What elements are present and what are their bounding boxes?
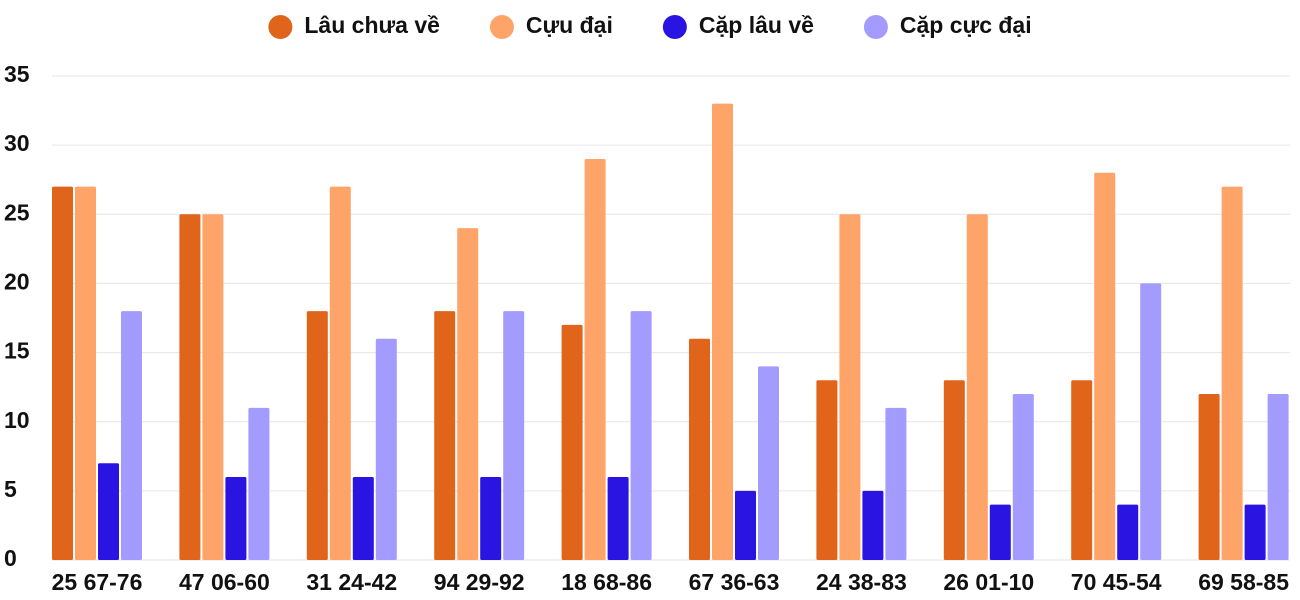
x-tick-label: 67 36-63 bbox=[689, 569, 780, 595]
bar bbox=[375, 338, 397, 560]
bar bbox=[1244, 504, 1266, 560]
legend-label: Cựu đại bbox=[526, 12, 613, 38]
bar bbox=[1094, 172, 1116, 561]
bar bbox=[584, 158, 606, 560]
legend-marker bbox=[489, 15, 514, 39]
bar bbox=[735, 490, 756, 560]
x-tick-label: 18 68-86 bbox=[561, 569, 652, 595]
legend-label: Cặp lâu về bbox=[699, 12, 814, 38]
bar bbox=[989, 504, 1011, 560]
bar bbox=[885, 407, 907, 560]
bar bbox=[1012, 394, 1034, 560]
x-tick-label: 24 38-83 bbox=[816, 569, 907, 595]
bar bbox=[434, 311, 456, 560]
bar bbox=[480, 477, 502, 560]
x-tick-label: 69 58-85 bbox=[1198, 569, 1289, 595]
y-tick-label: 30 bbox=[4, 130, 30, 156]
bar bbox=[630, 311, 652, 560]
y-tick-label: 0 bbox=[4, 545, 17, 571]
legend-marker bbox=[268, 15, 293, 39]
y-tick-label: 25 bbox=[4, 199, 30, 225]
bar bbox=[1140, 283, 1162, 560]
legend-marker bbox=[863, 15, 888, 39]
bar bbox=[607, 477, 629, 560]
bar bbox=[712, 103, 733, 561]
bar bbox=[503, 311, 525, 560]
bar bbox=[202, 214, 224, 561]
y-tick-label: 15 bbox=[4, 338, 30, 364]
bar bbox=[1198, 394, 1220, 560]
y-tick-label: 10 bbox=[4, 407, 30, 433]
bar bbox=[1221, 186, 1243, 560]
legend-marker bbox=[662, 15, 687, 39]
x-tick-label: 31 24-42 bbox=[306, 569, 397, 595]
bar bbox=[121, 311, 142, 560]
y-tick-label: 20 bbox=[4, 269, 30, 295]
bar bbox=[98, 463, 119, 560]
bar bbox=[179, 214, 201, 561]
bar bbox=[1267, 394, 1289, 560]
bar bbox=[943, 380, 965, 560]
bar bbox=[248, 407, 270, 560]
x-tick-label: 70 45-54 bbox=[1071, 569, 1162, 595]
legend-label: Cặp cực đại bbox=[900, 12, 1032, 38]
y-tick-label: 5 bbox=[4, 476, 17, 502]
x-tick-label: 26 01-10 bbox=[943, 569, 1034, 595]
bar bbox=[352, 477, 374, 560]
y-tick-label: 35 bbox=[4, 61, 30, 87]
bar bbox=[457, 228, 479, 560]
bar bbox=[966, 214, 988, 561]
bar bbox=[1117, 504, 1139, 560]
bar bbox=[689, 338, 710, 560]
bar bbox=[75, 186, 96, 560]
x-tick-label: 94 29-92 bbox=[434, 569, 525, 595]
bar bbox=[329, 186, 351, 560]
bar bbox=[52, 186, 73, 560]
bar bbox=[306, 311, 328, 560]
bar bbox=[758, 366, 779, 560]
x-tick-label: 25 67-76 bbox=[52, 569, 143, 595]
x-tick-label: 47 06-60 bbox=[179, 569, 270, 595]
bar bbox=[816, 380, 838, 560]
bar bbox=[839, 214, 861, 561]
bar bbox=[561, 324, 583, 560]
bar bbox=[225, 477, 247, 560]
bar bbox=[1071, 380, 1093, 560]
legend-label: Lâu chưa về bbox=[304, 12, 440, 38]
bar bbox=[862, 490, 884, 560]
